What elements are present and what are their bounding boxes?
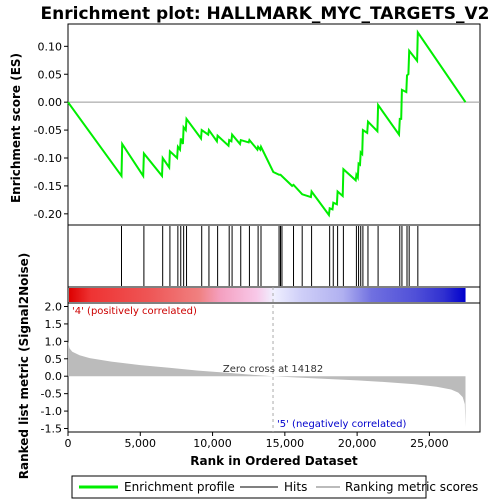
metric-y-tick-label: -0.5 [41, 388, 62, 401]
x-tick-label: 15,000 [266, 437, 305, 450]
es-y-tick-label: 0.10 [38, 40, 63, 53]
es-plot-frame [67, 23, 481, 226]
legend: Enrichment profile Hits Ranking metric s… [71, 475, 478, 499]
hit-markers [120, 226, 419, 286]
zero-cross-label: Zero cross at 14182 [223, 364, 323, 375]
es-panel: -0.20 -0.15 -0.10 -0.05 0.00 0.05 0.10 Enrichm… [9, 23, 481, 226]
ranking-colorbar [69, 288, 466, 302]
metric-panel: -1.5 -1.0 -0.5 0.0 0.5 1.0 1.5 2.0 Zero cross a… [17, 253, 481, 480]
enrichment-profile-line [67, 29, 467, 218]
es-y-axis-title: Enrichment score (ES) [9, 53, 23, 203]
x-axis: 0 5,000 10,000 15,000 20,000 25,000 [65, 432, 449, 450]
metric-y-tick-label: 1.0 [45, 335, 63, 348]
x-tick-label: 0 [65, 437, 72, 450]
es-y-tick-label: -0.15 [34, 180, 62, 193]
x-tick-label: 5,000 [125, 437, 157, 450]
metric-y-tick-label: 2.0 [45, 300, 63, 313]
x-tick-label: 25,000 [410, 437, 449, 450]
x-tick-label: 10,000 [193, 437, 232, 450]
x-tick-label: 20,000 [338, 437, 377, 450]
hits-panel [67, 224, 481, 288]
x-axis-title: Rank in Ordered Dataset [190, 454, 358, 468]
legend-hits-label: Hits [284, 480, 307, 494]
metric-y-axis-title: Ranked list metric (Signal2Noise) [17, 253, 31, 480]
es-y-tick-label: -0.20 [34, 208, 62, 221]
legend-enrichment-label: Enrichment profile [124, 480, 235, 494]
es-y-tick-label: -0.10 [34, 152, 62, 165]
es-y-tick-label: 0.05 [38, 68, 63, 81]
metric-y-tick-label: 0.0 [45, 370, 63, 383]
metric-y-tick-label: 0.5 [45, 353, 63, 366]
metric-y-tick-label: -1.0 [41, 405, 62, 418]
metric-y-axis: -1.5 -1.0 -0.5 0.0 0.5 1.0 1.5 2.0 [41, 300, 68, 436]
metric-y-tick-label: -1.5 [41, 423, 62, 436]
es-y-tick-label: -0.05 [34, 124, 62, 137]
negative-correlation-label: '5' (negatively correlated) [277, 419, 406, 430]
positive-correlation-label: '4' (positively correlated) [72, 306, 197, 317]
es-y-axis: -0.20 -0.15 -0.10 -0.05 0.00 0.05 0.10 [34, 40, 68, 221]
legend-metric-label: Ranking metric scores [345, 480, 478, 494]
metric-y-tick-label: 1.5 [45, 318, 63, 331]
colorbar-panel [67, 286, 481, 304]
es-y-tick-label: 0.00 [38, 96, 63, 109]
chart-title: Enrichment plot: HALLMARK_MYC_TARGETS_V2 [41, 4, 490, 24]
